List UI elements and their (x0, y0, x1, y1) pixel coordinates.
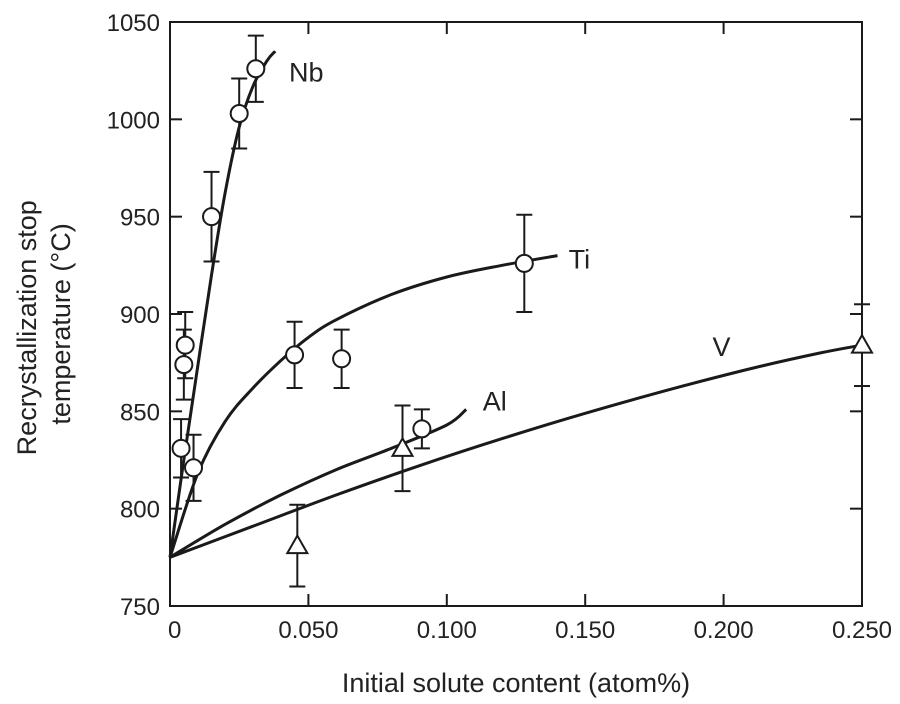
x-axis-ticks: 0 0.050 0.100 0.150 0.200 0.250 (168, 22, 892, 644)
marker-nb (171, 438, 191, 458)
y-tick-label: 850 (120, 399, 160, 426)
y-axis-title: Recrystallization stop temperature (°C) (12, 193, 76, 456)
marker-v (285, 533, 310, 555)
y-axis-ticks: 750 800 850 900 950 1000 1050 (107, 10, 862, 621)
marker-v (850, 333, 874, 354)
marker-nb (202, 207, 222, 227)
x-tick-label: 0.200 (694, 617, 754, 644)
x-tick-label: 0.050 (278, 617, 338, 644)
series-label-ti: Ti (569, 244, 591, 274)
x-tick-label: 0.100 (417, 617, 477, 644)
marker-nb (174, 355, 194, 375)
x-axis-title: Initial solute content (atom%) (342, 668, 690, 698)
marker-v (390, 436, 415, 457)
data-markers (171, 59, 874, 555)
curve-al (169, 408, 468, 559)
y-tick-label: 950 (120, 205, 160, 232)
x-tick-label: 0 (168, 617, 181, 644)
error-bars (173, 34, 870, 588)
marker-ti (332, 349, 352, 369)
marker-nb (175, 335, 195, 355)
marker-al (412, 419, 432, 439)
series-label-al: Al (483, 387, 507, 417)
x-tick-label: 0.150 (555, 617, 615, 644)
marker-nb (246, 59, 266, 79)
y-tick-label: 800 (120, 497, 160, 524)
marker-ti (285, 345, 305, 365)
curve-ti (168, 254, 558, 558)
series-labels: Nb Ti Al V (289, 58, 731, 417)
y-tick-label: 1000 (107, 107, 160, 134)
series-label-v: V (713, 332, 731, 362)
fit-curves (168, 50, 863, 559)
y-tick-label: 900 (120, 302, 160, 329)
y-axis-title-line-1: Recrystallization stop (12, 200, 42, 455)
curve-v (169, 343, 863, 559)
marker-ti (514, 253, 534, 273)
curve-nb (168, 50, 277, 558)
marker-nb (229, 103, 249, 123)
marker-nb (184, 458, 204, 478)
y-tick-label: 750 (120, 594, 160, 621)
series-label-nb: Nb (289, 58, 324, 88)
y-tick-label: 1050 (107, 10, 160, 37)
y-axis-title-line-2: temperature (°C) (46, 223, 76, 424)
x-tick-label: 0.250 (832, 617, 892, 644)
